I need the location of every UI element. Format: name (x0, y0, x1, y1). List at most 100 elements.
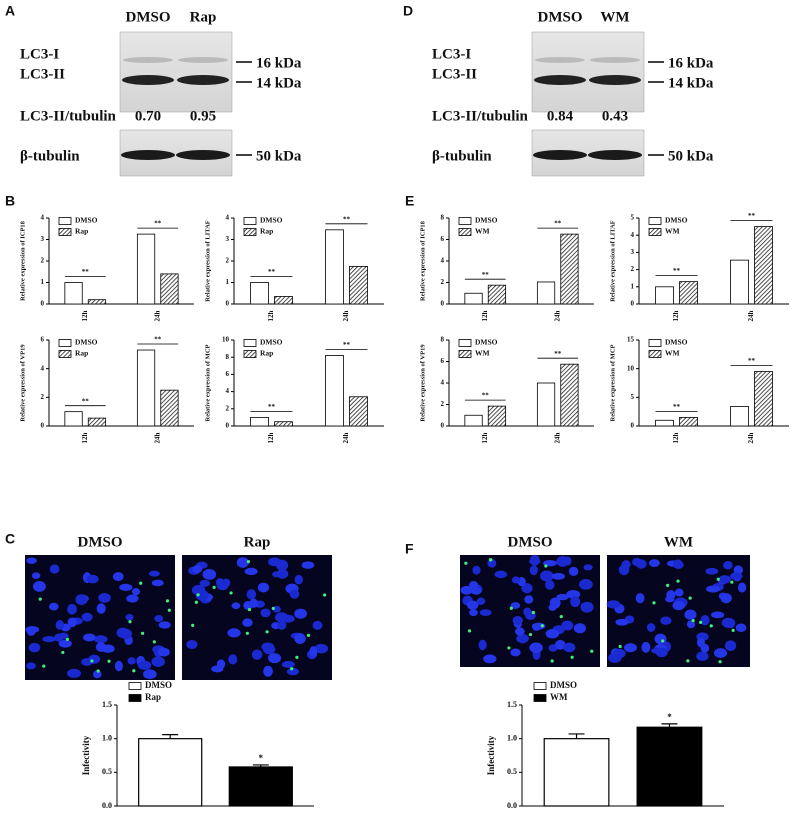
virus-signal (196, 593, 200, 597)
nucleus (249, 598, 258, 608)
y-tick-label: 15 (627, 336, 635, 344)
virus-signal (246, 560, 250, 564)
bar (655, 419, 674, 427)
y-axis-label: Relative expression of LITAF (204, 220, 211, 302)
legend-label: DMSO (475, 338, 498, 347)
virus-signal (661, 639, 665, 643)
bar (754, 226, 773, 305)
legend-label: Rap (260, 349, 273, 358)
virus-signal (306, 633, 311, 637)
virus-signal (128, 620, 132, 624)
significance-label: ** (748, 357, 756, 365)
legend-swatch (458, 228, 472, 236)
legend-swatch (58, 217, 72, 225)
bar (325, 229, 344, 305)
legend-swatch (648, 339, 662, 347)
nucleus (555, 639, 566, 650)
significance-label: ** (343, 215, 351, 223)
significance-label: ** (554, 350, 562, 358)
y-tick-label: 0 (226, 422, 230, 430)
y-tick-label: 4 (631, 231, 635, 239)
nucleus (606, 600, 621, 609)
bar (636, 726, 703, 807)
y-tick-label: 1.0 (507, 733, 517, 742)
marker-label: 16 kDa (256, 55, 302, 71)
nucleus (54, 633, 64, 642)
y-tick-label: 1 (226, 278, 230, 286)
legend-label: WM (550, 692, 568, 702)
nucleus (483, 654, 497, 664)
y-tick-label: 8 (441, 214, 445, 222)
legend-swatch (243, 228, 257, 236)
y-tick-label: 3 (631, 248, 635, 256)
virus-signal (191, 623, 195, 628)
nucleus (548, 604, 557, 611)
nucleus (718, 575, 731, 584)
legend-label: DMSO (145, 680, 172, 690)
virus-signal (132, 669, 136, 673)
nucleus (294, 633, 306, 644)
legend-swatch (458, 339, 472, 347)
band (590, 57, 640, 63)
y-tick-label: 6 (226, 370, 230, 378)
x-tick-label: 12h (267, 310, 275, 321)
band-label: LC3-I (20, 46, 59, 62)
y-tick-label: 4 (41, 364, 45, 372)
bar (136, 349, 156, 427)
x-tick-label: 12h (672, 432, 680, 443)
bar (655, 286, 674, 305)
bar (730, 259, 749, 305)
legend-label: Rap (75, 349, 88, 358)
y-tick-label: 0 (631, 300, 635, 308)
significance-label: ** (343, 341, 351, 349)
lane-label: DMSO (538, 9, 583, 25)
legend-swatch (533, 694, 547, 702)
bar (349, 396, 368, 427)
nucleus (81, 658, 93, 666)
virus-signal (42, 664, 46, 668)
nucleus (31, 572, 41, 579)
y-axis-label: Relative expression of MCP (204, 344, 211, 421)
nucleus (309, 646, 318, 658)
nucleus (261, 642, 275, 651)
legend-label: Rap (260, 227, 273, 236)
nucleus (570, 596, 581, 608)
significance-label: ** (268, 268, 276, 276)
bar (536, 281, 556, 305)
nucleus (641, 641, 651, 653)
bar (87, 417, 107, 427)
y-tick-label: 4 (441, 379, 445, 387)
legend-swatch (648, 350, 662, 358)
virus-signal (528, 632, 533, 637)
y-tick-label: 0 (226, 300, 230, 308)
band (178, 57, 228, 63)
nucleus (469, 609, 478, 617)
virus-signal (464, 561, 468, 565)
nucleus (314, 643, 329, 654)
virus-signal (676, 579, 680, 583)
x-tick-label: 12h (481, 310, 489, 321)
significance-label: ** (673, 267, 681, 275)
nucleus (635, 592, 645, 604)
nucleus (75, 594, 88, 605)
y-axis-label: Relative expression of ICP18 (19, 220, 26, 301)
significance-label: ** (82, 268, 90, 276)
significance-label: ** (154, 220, 162, 228)
nucleus (580, 601, 594, 613)
virus-signal (90, 659, 94, 663)
legend-swatch (128, 682, 142, 690)
x-tick-label: 24h (342, 432, 350, 443)
y-tick-label: 1 (631, 282, 635, 290)
legend-swatch (458, 350, 472, 358)
legend-swatch (243, 217, 257, 225)
y-tick-label: 2 (631, 265, 635, 273)
nucleus (608, 652, 622, 663)
legend-label: DMSO (665, 338, 688, 347)
legend-swatch (458, 217, 472, 225)
significance-label: ** (154, 336, 162, 344)
virus-signal (544, 564, 548, 568)
x-tick-label: 24h (747, 432, 755, 443)
nucleus (202, 569, 217, 580)
nucleus (735, 623, 747, 633)
image-label: DMSO (508, 534, 553, 550)
